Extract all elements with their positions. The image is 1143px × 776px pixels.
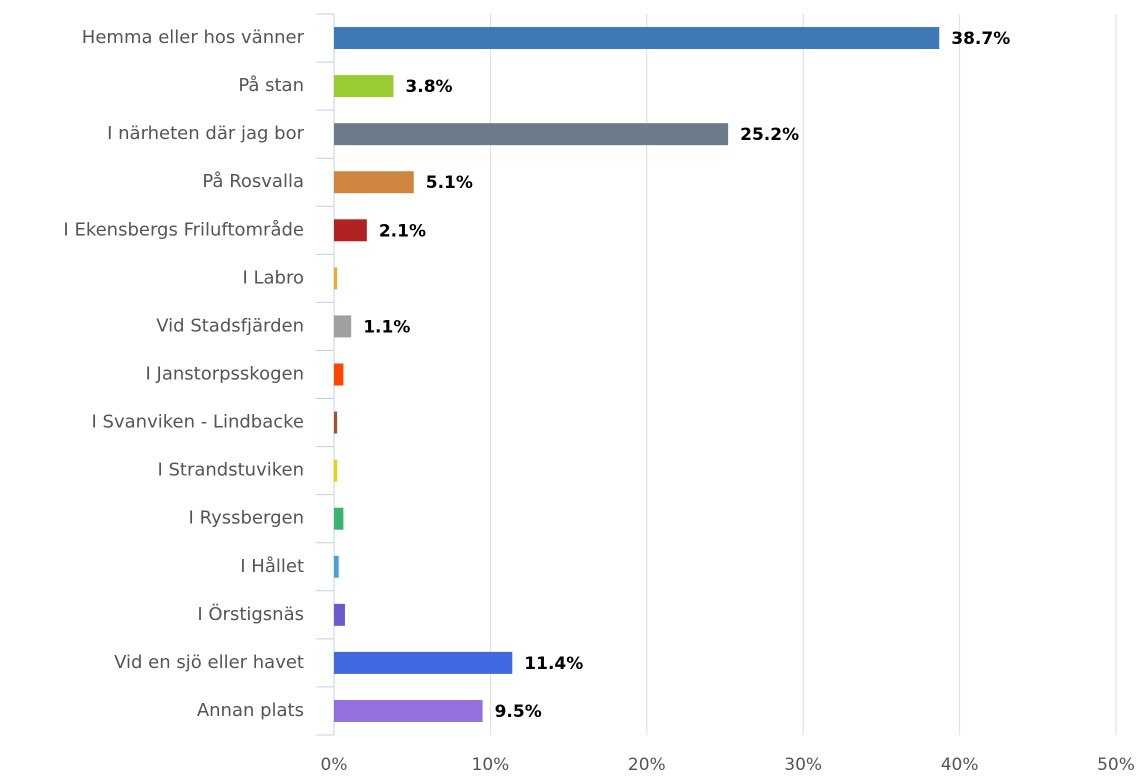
y-tick-label: I närheten där jag bor	[107, 123, 304, 144]
x-tick-label: 0%	[321, 755, 348, 775]
bar	[334, 603, 345, 626]
data-label: 5.1%	[426, 173, 473, 193]
bar	[334, 27, 940, 50]
y-tick-label: I Svanviken - Lindbacke	[92, 412, 304, 433]
y-tick-label: I Örstigsnäs	[197, 603, 304, 625]
bar	[334, 219, 367, 242]
bar	[334, 75, 394, 98]
x-tick-label: 40%	[941, 755, 979, 775]
bar	[334, 699, 483, 722]
data-label: 3.8%	[405, 77, 452, 97]
x-tick-label: 30%	[784, 755, 822, 775]
bar	[334, 507, 344, 530]
x-tick-label: 20%	[628, 755, 666, 775]
bar	[334, 555, 339, 578]
y-tick-label: I Hållet	[240, 556, 304, 577]
data-label: 1.1%	[363, 317, 410, 337]
y-tick-label: I Janstorpsskogen	[145, 364, 304, 385]
y-tick-label: I Strandstuviken	[157, 460, 304, 481]
data-label: 2.1%	[379, 221, 426, 241]
bar	[334, 651, 513, 674]
x-tick-label: 50%	[1097, 755, 1135, 775]
x-tick-label: 10%	[472, 755, 510, 775]
y-tick-label: Annan plats	[197, 700, 304, 721]
bar	[334, 363, 344, 386]
bar	[334, 123, 729, 146]
y-tick-label: I Labro	[242, 267, 304, 288]
data-label: 11.4%	[524, 654, 583, 674]
y-tick-label: Vid Stadsfjärden	[156, 315, 304, 336]
y-tick-label: I Ekensbergs Friluftområde	[63, 219, 304, 240]
bar	[334, 459, 338, 482]
y-tick-label: Hemma eller hos vänner	[82, 27, 305, 48]
bar	[334, 171, 414, 194]
y-tick-label: I Ryssbergen	[189, 508, 304, 529]
bar	[334, 411, 338, 434]
data-label: 38.7%	[951, 29, 1010, 49]
bar	[334, 267, 338, 290]
data-label: 9.5%	[495, 702, 542, 722]
y-tick-label: På stan	[238, 75, 304, 96]
y-tick-label: Vid en sjö eller havet	[114, 652, 304, 673]
bar	[334, 315, 352, 338]
y-tick-label: På Rosvalla	[202, 171, 304, 192]
data-label: 25.2%	[740, 125, 799, 145]
